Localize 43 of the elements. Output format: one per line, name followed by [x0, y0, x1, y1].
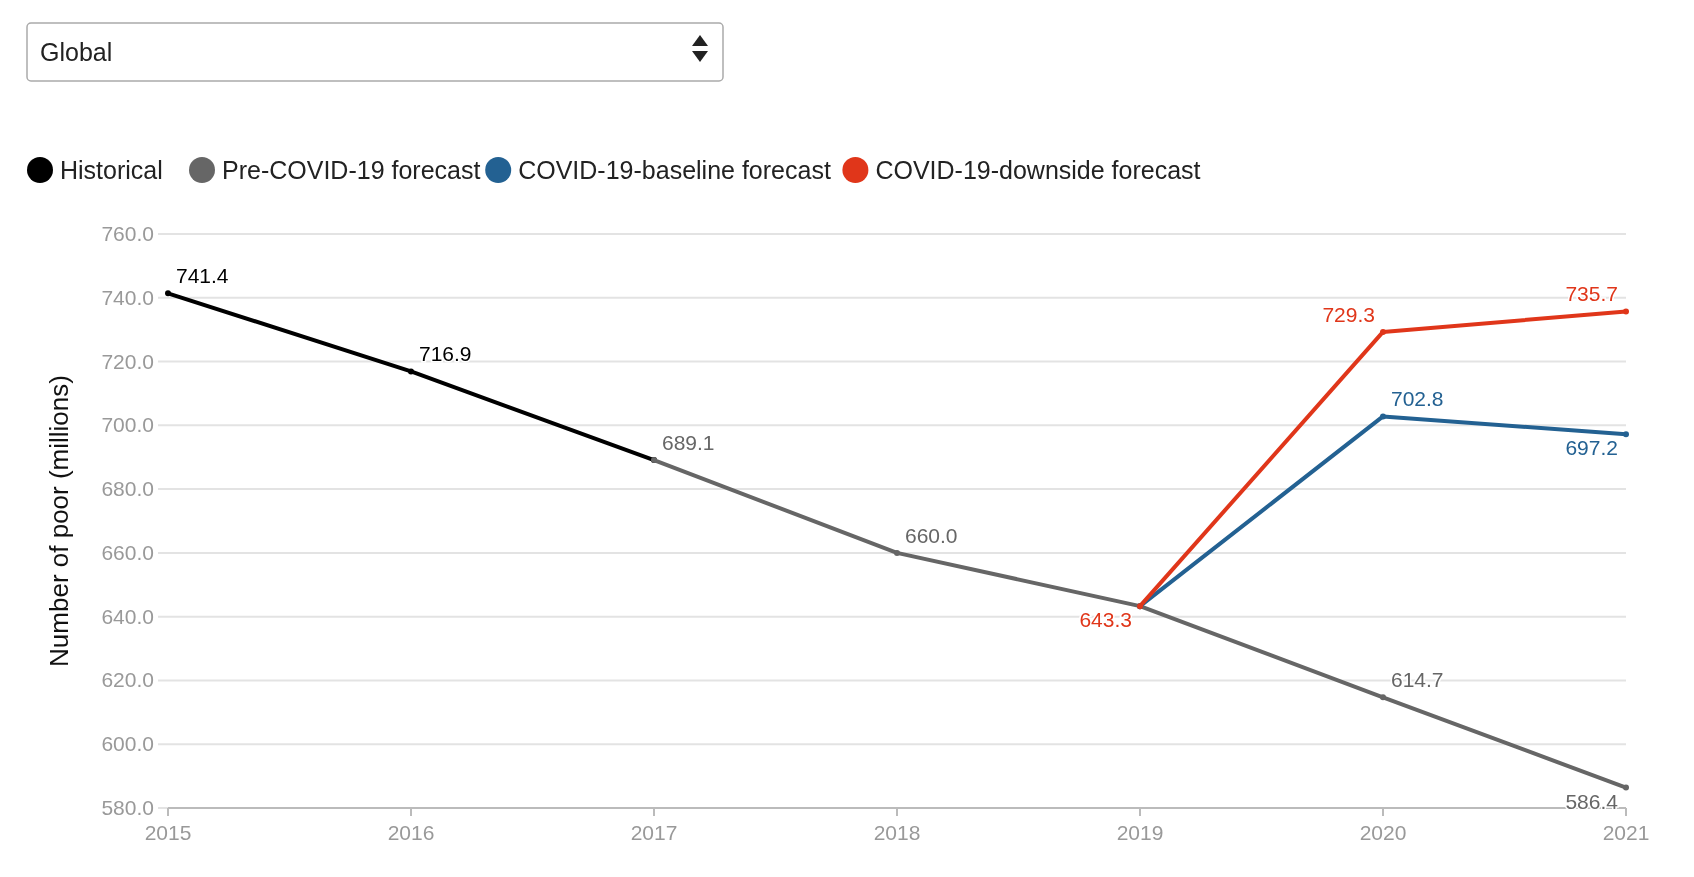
legend-label: Historical	[60, 156, 163, 184]
point	[1380, 694, 1386, 701]
data-label: 735.7	[1565, 282, 1618, 306]
y-tick-label: 740.0	[101, 285, 154, 309]
data-label: 660.0	[905, 523, 958, 547]
point	[165, 290, 171, 297]
data-label: 741.4	[176, 264, 229, 288]
point	[408, 368, 414, 375]
y-tick-label: 660.0	[101, 540, 154, 564]
y-tick-label: 700.0	[101, 413, 154, 437]
y-tick-label: 720.0	[101, 349, 154, 373]
data-label: 716.9	[419, 342, 472, 366]
data-label: 697.2	[1565, 436, 1618, 460]
data-label: 614.7	[1391, 668, 1444, 692]
data-label: 643.3	[1079, 608, 1132, 632]
x-tick-label: 2015	[144, 821, 192, 844]
point	[1623, 431, 1629, 438]
point	[894, 549, 900, 556]
data-label: 586.4	[1565, 789, 1619, 813]
point	[1380, 328, 1386, 335]
y-tick-label: 600.0	[101, 732, 154, 756]
point	[1380, 413, 1386, 420]
legend-label: COVID-19-downside forecast	[875, 156, 1201, 184]
y-tick-label: 580.0	[101, 796, 154, 819]
y-axis-title: Number of poor (millions)	[44, 375, 74, 667]
data-label: 702.8	[1391, 387, 1444, 411]
y-tick-label: 760.0	[101, 222, 154, 245]
point	[1623, 308, 1629, 315]
x-tick-label: 2020	[1359, 821, 1407, 844]
x-tick-label: 2019	[1116, 821, 1164, 844]
legend-label: COVID-19-baseline forecast	[518, 156, 831, 184]
y-tick-label: 680.0	[101, 477, 154, 501]
y-tick-label: 620.0	[101, 668, 154, 692]
x-tick-label: 2021	[1602, 821, 1650, 844]
chart-subtitle: Global	[40, 38, 113, 66]
data-label: 689.1	[662, 431, 715, 455]
point	[1623, 784, 1629, 791]
x-tick-label: 2016	[387, 821, 435, 844]
y-tick-label: 640.0	[101, 604, 154, 628]
data-label: 729.3	[1322, 302, 1375, 326]
x-tick-label: 2017	[630, 821, 678, 844]
legend-label: Pre-COVID-19 forecast	[222, 156, 481, 184]
x-tick-label: 2018	[873, 821, 921, 844]
